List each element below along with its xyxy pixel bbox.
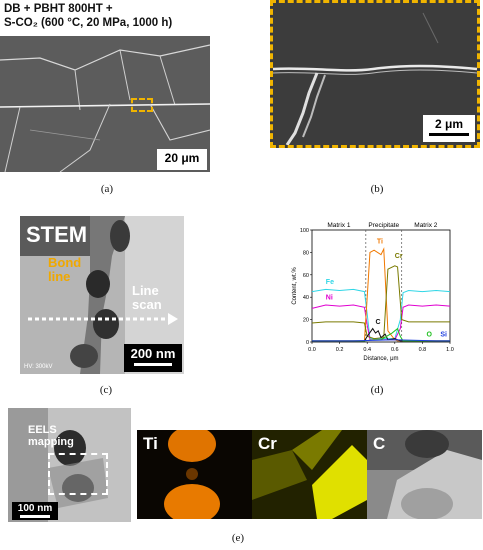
caption-c: (c) <box>99 384 113 396</box>
series-label-ti: Ti <box>377 238 383 245</box>
caption-e: (e) <box>231 532 245 544</box>
series-label-si: Si <box>440 331 447 338</box>
panel-b-image: 2 μm <box>270 0 480 148</box>
x-tick-label-3: 0.6 <box>391 347 399 353</box>
hv-label: HV: 300kV <box>24 364 53 370</box>
y-tick-label-0: 0 <box>306 340 309 346</box>
bond-label-line2: line <box>48 269 71 284</box>
series-label-fe: Fe <box>326 279 334 286</box>
region-label-2: Matrix 2 <box>414 222 438 229</box>
series-label-cr: Cr <box>395 253 403 260</box>
ti-map: Ti <box>137 430 252 519</box>
caption-d: (d) <box>370 384 384 396</box>
x-tick-label-0: 0.0 <box>308 347 316 353</box>
x-tick-label-4: 0.8 <box>419 347 427 353</box>
cr-map-label: Cr <box>258 434 277 453</box>
series-label-o: O <box>427 331 433 338</box>
panel-e-scale-label: 100 nm <box>17 503 53 514</box>
plot-area <box>311 229 451 343</box>
series-line-c <box>312 327 450 342</box>
panel-a-image: DB + PBHT 800HT + S-CO₂ (600 °C, 20 MPa,… <box>0 0 210 172</box>
caption-b: (b) <box>370 183 384 195</box>
x-axis-label: Distance, μm <box>363 356 398 362</box>
stem-label: STEM <box>26 222 88 247</box>
y-axis-label: Content, wt.% <box>292 267 298 305</box>
c-map: C <box>367 430 482 519</box>
panel-b-scale-bar: 2 μm <box>423 115 475 142</box>
c-map-image <box>367 430 482 519</box>
line-scan-line1: Line <box>132 283 159 298</box>
cr-map: Cr <box>252 430 367 519</box>
x-tick-label-2: 0.4 <box>363 347 371 353</box>
series-label-ni: Ni <box>326 294 333 301</box>
c-map-label: C <box>373 434 386 453</box>
ti-map-image <box>164 430 220 519</box>
panel-c-scale-bar: 200 nm <box>124 344 182 372</box>
line-scan-label: Line scan <box>132 284 162 312</box>
panel-c-image: STEM Bond line Line scan HV: 300kV 200 n… <box>20 216 184 374</box>
y-tick-label-3: 60 <box>303 273 309 279</box>
panel-a-scale-bar: 20 μm <box>157 149 207 170</box>
line-scan-arrow <box>28 313 178 325</box>
panel-e-scale-bar: 100 nm <box>12 502 58 520</box>
y-tick-label-5: 100 <box>300 228 309 234</box>
series-label-c: C <box>375 319 380 326</box>
y-tick-label-4: 80 <box>303 250 309 256</box>
cr-map-image <box>252 430 367 519</box>
eels-label: EELS mapping <box>28 424 74 448</box>
y-tick-label-2: 40 <box>303 295 309 301</box>
caption-a: (a) <box>100 183 114 195</box>
region-label-0: Matrix 1 <box>327 222 351 229</box>
panel-c-scale-label: 200 nm <box>130 346 176 361</box>
series-line-ti <box>312 247 450 342</box>
panel-a-title-line2: S-CO₂ (600 °C, 20 MPa, 1000 h) <box>4 17 173 29</box>
panel-a-title-line1: DB + PBHT 800HT + <box>4 3 113 15</box>
x-tick-label-5: 1.0 <box>446 347 454 353</box>
region-label-1: Precipitate <box>368 222 399 229</box>
eels-label-line1: EELS <box>28 424 57 436</box>
x-tick-label-1: 0.2 <box>336 347 344 353</box>
series-line-cr <box>311 265 450 340</box>
panel-a-scale-label: 20 μm <box>164 151 200 165</box>
line-scan-line2: scan <box>132 297 162 312</box>
bond-label-line1: Bond <box>48 255 82 270</box>
zoom-box <box>131 98 153 112</box>
panel-e-image: EELS mapping 100 nm <box>8 408 131 522</box>
panel-a-header: DB + PBHT 800HT + S-CO₂ (600 °C, 20 MPa,… <box>0 0 210 36</box>
y-tick-label-1: 20 <box>303 318 309 324</box>
bond-line-label: Bond line <box>48 256 81 284</box>
panel-d-chart: Matrix 1 Precipitate Matrix 2 0.0 0.2 0.4 0.6 0… <box>292 222 454 362</box>
eels-region <box>48 453 108 495</box>
series-line-si <box>312 339 450 342</box>
ti-map-label: Ti <box>143 434 158 453</box>
panel-b-scale-label: 2 μm <box>434 117 464 131</box>
eels-label-line2: mapping <box>28 436 74 448</box>
